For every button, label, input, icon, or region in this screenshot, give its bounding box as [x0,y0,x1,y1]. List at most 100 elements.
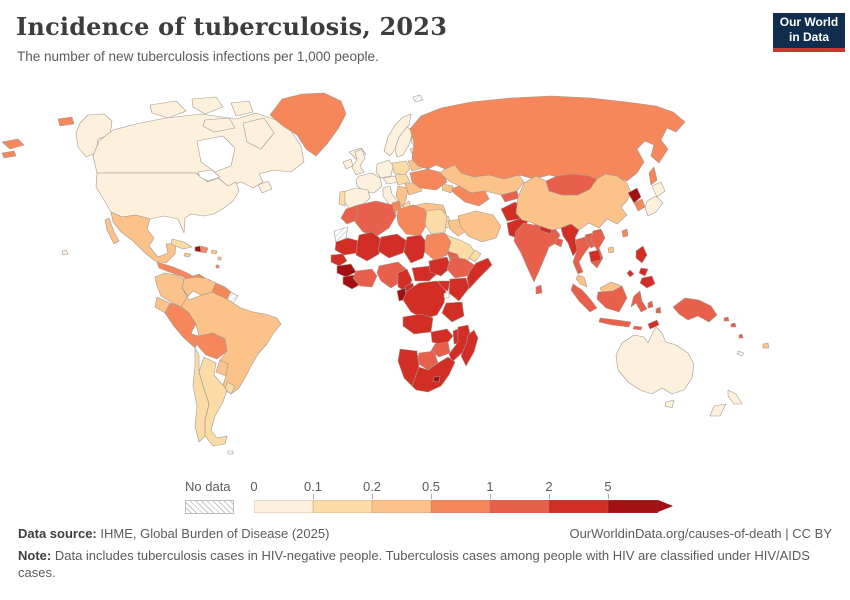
region-philippines-luzon[interactable] [635,245,648,264]
region-jamaica[interactable] [183,252,192,258]
region-south-africa[interactable] [411,356,456,393]
region-svalbard[interactable] [412,94,424,103]
region-puerto-rico[interactable] [210,249,218,255]
region-zimbabwe[interactable] [430,341,451,358]
region-cuba[interactable] [170,238,193,250]
region-ukraine[interactable] [409,168,448,191]
region-ivory-coast-ghana[interactable] [352,268,378,288]
region-bolivia[interactable] [191,332,228,360]
legend-bin-0[interactable] [254,500,313,513]
region-lesser-antilles-2[interactable] [215,264,220,269]
region-new-guinea[interactable] [672,297,718,323]
region-canada-arctic-2[interactable] [191,96,224,115]
region-baja-california[interactable] [104,217,120,245]
region-norway[interactable] [383,113,412,157]
region-newfoundland[interactable] [257,180,273,194]
region-canada-arctic-3[interactable] [230,100,254,117]
region-java[interactable] [598,317,632,328]
region-new-caledonia[interactable] [736,350,745,357]
region-brazil[interactable] [180,287,282,395]
region-portugal[interactable] [338,190,346,207]
no-data-swatch[interactable] [185,500,234,514]
region-tanzania[interactable] [441,301,465,323]
region-niger[interactable] [377,233,408,259]
region-caucasus[interactable] [441,183,454,194]
region-haiti[interactable] [194,245,202,253]
region-falkland-islands[interactable] [227,450,234,455]
region-canada-arctic-4[interactable] [202,117,236,133]
region-lesser-antilles-1[interactable] [217,256,222,261]
region-western-sahara[interactable] [333,226,349,244]
region-algeria[interactable] [354,200,397,237]
region-guinea[interactable] [336,263,357,278]
region-chad[interactable] [403,234,428,264]
region-uruguay[interactable] [224,381,236,395]
region-senegal[interactable] [330,253,348,267]
region-solomon-1[interactable] [723,316,730,322]
legend-bin-1[interactable] [313,500,372,513]
region-vietnam[interactable] [590,228,606,269]
region-sweden[interactable] [394,126,414,158]
region-hawaii[interactable] [61,249,69,256]
region-czech-hungary[interactable] [394,173,411,186]
region-mali[interactable] [355,231,382,262]
region-vanuatu[interactable] [738,333,744,339]
region-madagascar[interactable] [460,329,479,367]
region-mexico[interactable] [110,211,177,264]
region-paraguay[interactable] [215,359,229,377]
region-libya[interactable] [396,204,428,237]
region-solomon-2[interactable] [730,322,737,328]
legend-bin-4[interactable] [490,500,549,513]
legend-bin-5[interactable] [549,500,608,513]
region-fiji[interactable] [762,342,770,349]
region-russia-fragment-2[interactable] [1,150,17,159]
region-germany[interactable] [375,159,394,179]
region-philippines-visayas[interactable] [638,267,649,277]
region-drc[interactable] [402,280,447,320]
region-angola[interactable] [402,313,434,335]
region-japan-hokkaido[interactable] [651,181,666,198]
region-south-sudan[interactable] [428,256,452,277]
region-oman[interactable] [468,249,482,263]
region-malaysia-peninsula[interactable] [575,274,588,288]
region-lesotho[interactable] [432,375,441,383]
region-nz-north[interactable] [727,389,743,405]
legend-bin-3[interactable] [431,500,490,513]
region-sri-lanka[interactable] [535,284,543,295]
region-egypt[interactable] [424,208,448,235]
region-tasmania[interactable] [664,399,675,409]
region-ethiopia[interactable] [446,256,477,279]
region-timor[interactable] [647,319,660,330]
region-mongolia[interactable] [545,173,598,196]
region-sakhalin[interactable] [648,166,658,186]
attribution-link[interactable]: OurWorldinData.org/causes-of-death | CC … [569,526,832,541]
region-philippines-mindanao[interactable] [639,275,656,289]
legend-bin-6[interactable] [608,500,658,513]
region-japan-honshu[interactable] [644,195,664,217]
owid-logo[interactable]: Our World in Data [773,13,845,52]
region-dominican-republic[interactable] [200,245,209,254]
region-france[interactable] [355,172,383,194]
region-sulawesi[interactable] [630,290,648,313]
region-kenya[interactable] [448,277,470,302]
region-peru[interactable] [164,302,200,349]
region-sudan[interactable] [424,232,452,262]
region-cambodia[interactable] [588,249,602,263]
region-canada-baffin[interactable] [242,117,275,150]
region-russia-fragment-1[interactable] [1,138,25,150]
region-taiwan[interactable] [621,228,629,238]
region-moluccas-2[interactable] [655,306,662,314]
region-australia[interactable] [615,326,695,395]
region-bali-lesser-sunda[interactable] [632,325,643,331]
legend-bin-2[interactable] [372,500,431,513]
region-ireland[interactable] [342,158,354,170]
region-iran[interactable] [457,210,502,243]
region-hainan[interactable] [607,246,615,254]
region-sumatra[interactable] [570,283,598,313]
region-north-korea[interactable] [627,187,642,204]
region-kalimantan[interactable] [596,285,628,313]
region-canada-arctic-1[interactable] [149,100,187,119]
region-bangladesh[interactable] [554,237,564,248]
region-mozambique[interactable] [448,324,472,363]
region-palawan[interactable] [626,269,635,278]
